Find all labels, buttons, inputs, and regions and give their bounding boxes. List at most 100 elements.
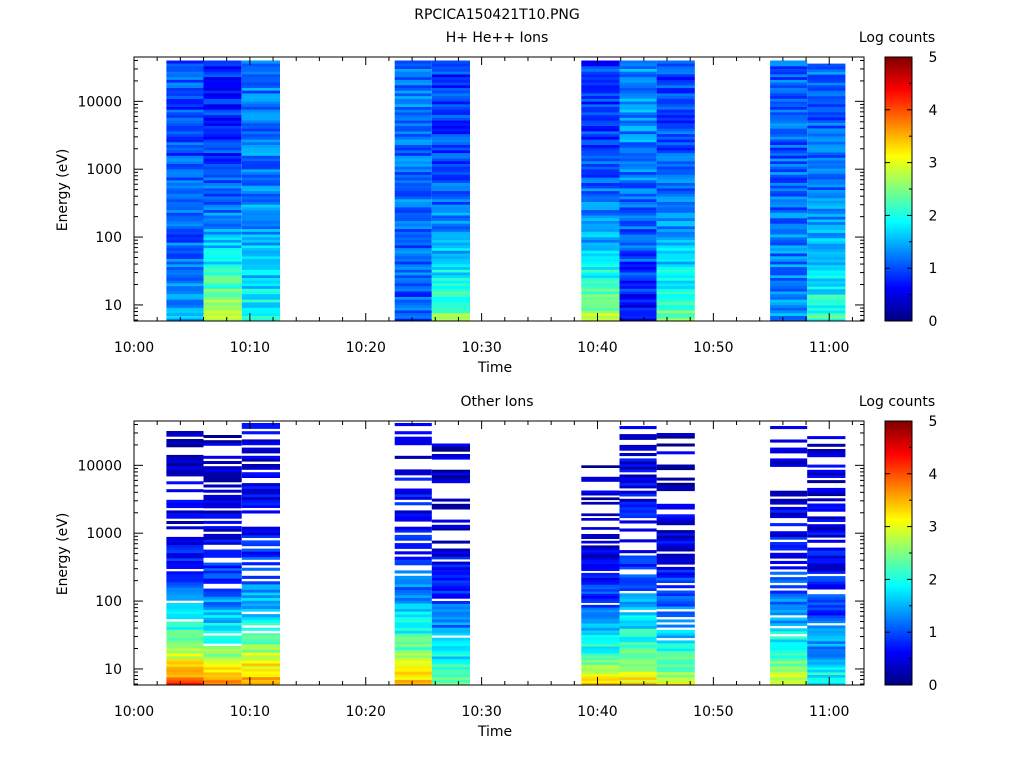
heatmap-cell bbox=[807, 125, 846, 129]
panel-title: Other Ions bbox=[460, 394, 533, 410]
heatmap-cell bbox=[394, 597, 432, 601]
heatmap-cell bbox=[241, 109, 280, 113]
heatmap-cell bbox=[394, 625, 432, 629]
colorbar-gradient bbox=[884, 56, 913, 322]
heatmap-cell bbox=[394, 74, 432, 78]
heatmap-cell bbox=[203, 502, 242, 506]
heatmap-cell bbox=[241, 261, 280, 265]
heatmap-cell bbox=[431, 212, 470, 216]
heatmap-cell bbox=[241, 567, 280, 571]
heatmap-cell bbox=[807, 90, 846, 94]
heatmap-cell bbox=[581, 217, 620, 221]
heatmap-cell bbox=[241, 212, 280, 216]
heatmap-cell bbox=[619, 587, 657, 591]
heatmap-cell bbox=[770, 204, 808, 208]
heatmap-cell bbox=[807, 310, 846, 314]
heatmap-cell bbox=[203, 245, 242, 249]
x-tick-label: 10:10 bbox=[230, 704, 270, 720]
heatmap-cell bbox=[166, 655, 204, 659]
heatmap-cell bbox=[394, 603, 432, 607]
heatmap-cell bbox=[394, 212, 432, 216]
heatmap-cell bbox=[619, 247, 657, 251]
heatmap-cell bbox=[203, 609, 242, 613]
heatmap-cell bbox=[656, 177, 695, 181]
heatmap-cell bbox=[807, 195, 846, 199]
heatmap-cell bbox=[807, 451, 846, 455]
heatmap-cell bbox=[241, 510, 280, 514]
heatmap-cell bbox=[166, 258, 204, 262]
x-tick-label: 10:50 bbox=[693, 340, 733, 356]
heatmap-cell bbox=[656, 315, 695, 319]
heatmap-cell bbox=[394, 472, 432, 476]
heatmap-cell bbox=[619, 82, 657, 86]
heatmap-cell bbox=[581, 655, 620, 658]
heatmap-cell bbox=[807, 186, 846, 190]
heatmap-cell bbox=[656, 679, 695, 683]
heatmap-cell bbox=[581, 673, 620, 677]
heatmap-cell bbox=[166, 589, 204, 593]
heatmap-cell bbox=[394, 217, 432, 221]
x-tick-label: 10:50 bbox=[693, 704, 733, 720]
heatmap-cell bbox=[241, 540, 280, 544]
heatmap-cell bbox=[619, 158, 657, 162]
heatmap-cell bbox=[241, 141, 280, 145]
heatmap-cell bbox=[807, 138, 846, 142]
heatmap-cell bbox=[770, 596, 808, 600]
heatmap-cell bbox=[431, 261, 470, 265]
heatmap-cell bbox=[770, 318, 808, 322]
x-tick-label: 10:20 bbox=[346, 704, 386, 720]
heatmap-cell bbox=[394, 312, 432, 316]
heatmap-cell bbox=[241, 150, 280, 154]
heatmap-cell bbox=[656, 611, 695, 615]
heatmap-cell bbox=[807, 638, 846, 642]
heatmap-cell bbox=[656, 658, 695, 662]
y-tick-label: 100 bbox=[95, 594, 122, 610]
heatmap-cell bbox=[807, 213, 846, 217]
heatmap-cell bbox=[394, 638, 432, 642]
heatmap-cell bbox=[431, 198, 470, 202]
y-tick-label: 1000 bbox=[86, 162, 122, 178]
heatmap-cell bbox=[431, 469, 470, 473]
heatmap-cell bbox=[619, 272, 657, 276]
heatmap-cell bbox=[431, 519, 470, 523]
heatmap-cell bbox=[431, 226, 470, 230]
heatmap-cell bbox=[770, 179, 808, 183]
heatmap-cell bbox=[431, 587, 470, 591]
heatmap-cell bbox=[807, 254, 846, 258]
heatmap-cell bbox=[166, 87, 204, 91]
heatmap-cell bbox=[203, 494, 242, 498]
heatmap-cell bbox=[656, 485, 695, 489]
heatmap-cell bbox=[241, 266, 280, 270]
heatmap-cell bbox=[203, 288, 242, 292]
heatmap-cell bbox=[807, 160, 846, 164]
heatmap-cell bbox=[619, 512, 657, 516]
heatmap-cell bbox=[166, 571, 204, 575]
heatmap-cell bbox=[807, 594, 846, 598]
heatmap-cell bbox=[807, 454, 846, 458]
heatmap-cell bbox=[394, 120, 432, 124]
heatmap-cell bbox=[581, 600, 620, 603]
heatmap-cell bbox=[770, 620, 808, 624]
heatmap-cell bbox=[203, 672, 242, 675]
heatmap-cell bbox=[581, 291, 620, 295]
heatmap-cell bbox=[203, 190, 242, 194]
heatmap-cell bbox=[203, 573, 242, 576]
heatmap-cell bbox=[241, 679, 280, 683]
heatmap-cell bbox=[656, 443, 695, 447]
heatmap-cell bbox=[619, 242, 657, 246]
heatmap-cell bbox=[770, 84, 808, 88]
heatmap-cell bbox=[166, 163, 204, 167]
heatmap-cell bbox=[394, 543, 432, 547]
heatmap-cell bbox=[656, 296, 695, 300]
heatmap-cell bbox=[770, 141, 808, 145]
heatmap-cell bbox=[394, 87, 432, 91]
heatmap-cell bbox=[241, 671, 280, 675]
heatmap-cell bbox=[581, 623, 620, 626]
heatmap-cell bbox=[394, 215, 432, 219]
heatmap-cell bbox=[431, 188, 470, 192]
heatmap-cell bbox=[807, 539, 846, 543]
heatmap-cell bbox=[166, 489, 204, 493]
heatmap-cell bbox=[203, 131, 242, 135]
heatmap-cell bbox=[656, 272, 695, 276]
heatmap-cell bbox=[656, 82, 695, 86]
